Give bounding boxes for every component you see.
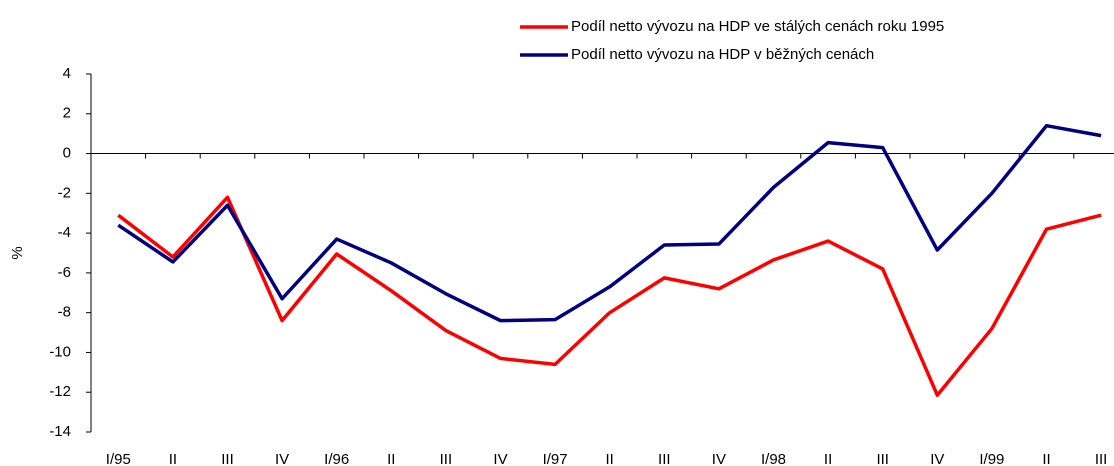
x-tick-label: II (606, 451, 614, 466)
y-tick-label: -2 (58, 184, 71, 201)
series-line (117, 195, 1102, 397)
y-tick-label: 4 (63, 65, 71, 82)
x-tick-label: I/97 (543, 451, 568, 466)
x-tick-label: III (1095, 451, 1108, 466)
y-tick-label: 0 (63, 145, 71, 162)
x-tick-label: I/98 (761, 451, 786, 466)
x-tick-label: IV (712, 451, 726, 466)
legend-label: Podíl netto vývozu na HDP v běžných cená… (571, 46, 874, 63)
y-tick-label: -4 (58, 224, 71, 241)
x-tick-label: II (1042, 451, 1050, 466)
x-tick-label: IV (930, 451, 944, 466)
y-tick-label: -14 (49, 423, 71, 440)
series-line (117, 123, 1102, 323)
y-tick-label: 2 (63, 105, 71, 122)
y-tick-label: -8 (58, 304, 71, 321)
x-tick-label: I/96 (324, 451, 349, 466)
x-tick-label: II (169, 451, 177, 466)
x-tick-label: I/99 (979, 451, 1004, 466)
y-tick-label: -6 (58, 264, 71, 281)
x-tick-label: III (221, 451, 234, 466)
x-tick-label: III (440, 451, 453, 466)
x-tick-label: II (387, 451, 395, 466)
x-tick-label: III (658, 451, 671, 466)
x-tick-label: IV (493, 451, 507, 466)
y-tick-label: -10 (49, 343, 71, 360)
x-tick-label: IV (275, 451, 289, 466)
x-tick-label: I/95 (106, 451, 131, 466)
x-tick-label: III (876, 451, 889, 466)
y-axis-label: % (9, 246, 26, 259)
y-tick-label: -12 (49, 383, 71, 400)
legend-label: Podíl netto vývozu na HDP ve stálých cen… (571, 18, 944, 35)
x-tick-label: II (824, 451, 832, 466)
